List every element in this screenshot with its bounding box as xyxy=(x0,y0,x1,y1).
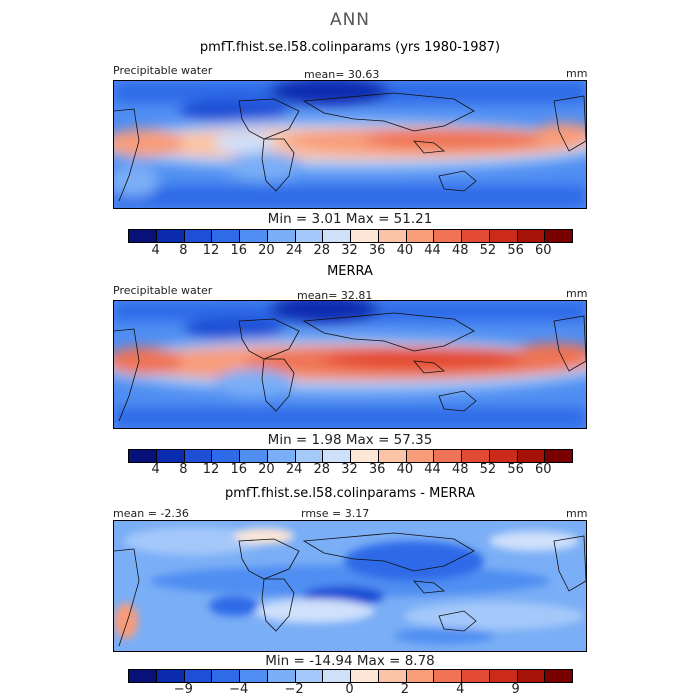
panel3-tick: −4 xyxy=(229,682,249,697)
panel2-tick: 4 xyxy=(151,462,160,477)
panel1-tick: 24 xyxy=(285,243,303,258)
panel1-tick: 56 xyxy=(507,243,524,258)
panel1-variable-label: Precipitable water xyxy=(113,64,213,77)
panel1-map-field xyxy=(114,81,586,208)
panel2-min-max: Min = 1.98 Max = 57.35 xyxy=(267,432,433,448)
panel1-tick: 4 xyxy=(151,243,160,258)
panel1-tick: 28 xyxy=(313,243,331,258)
panel1-tick: 48 xyxy=(451,243,469,258)
panel3-tick: −9 xyxy=(173,682,193,697)
panel3-coastlines xyxy=(114,532,586,647)
panel2-tick: 24 xyxy=(285,462,303,477)
panel2-coastlines xyxy=(114,312,586,422)
panel2-tick: 52 xyxy=(479,462,497,477)
panel2-tick: 28 xyxy=(313,462,331,477)
panel3-min-max: Min = -14.94 Max = 8.78 xyxy=(265,653,435,669)
panel1-colorbar xyxy=(128,229,573,243)
panel2-units-label: mm xyxy=(566,287,588,300)
panel3-units-label: mm xyxy=(566,507,588,520)
panel2-tick: 12 xyxy=(202,462,220,477)
panel1-tick: 36 xyxy=(368,243,386,258)
panel3-tick: −2 xyxy=(284,682,304,697)
panel2-tick: 20 xyxy=(258,462,275,477)
panel1-tick: 16 xyxy=(230,243,248,258)
panel1-mean-label: mean= 30.63 xyxy=(304,68,380,81)
panel2-tick: 56 xyxy=(507,462,524,477)
panel3-rmse-label: rmse = 3.17 xyxy=(301,507,370,520)
panel2-tick: 48 xyxy=(451,462,469,477)
panel2-colorbar-ticks: 4 8 12 16 20 24 28 32 36 40 44 48 52 56 … xyxy=(128,462,571,478)
panel2-map-field xyxy=(114,301,586,428)
panel2-tick: 8 xyxy=(179,462,188,477)
panel3-tick: 2 xyxy=(400,682,410,697)
panel1-tick: 8 xyxy=(179,243,188,258)
panel1-tick: 60 xyxy=(535,243,552,258)
panel1-coastlines xyxy=(114,92,586,202)
panel2-title: MERRA xyxy=(327,264,373,279)
panel1-units-label: mm xyxy=(566,67,588,80)
panel2-tick: 32 xyxy=(341,462,358,477)
panel3-mean-label: mean = -2.36 xyxy=(113,507,189,520)
panel1-colorbar-ticks: 4 8 12 16 20 24 28 32 36 40 44 48 52 56 … xyxy=(128,243,571,259)
panel3-colorbar xyxy=(128,669,573,683)
figure-suptitle: ANN xyxy=(329,10,371,30)
panel2-tick: 40 xyxy=(396,462,414,477)
panel2-tick: 44 xyxy=(424,462,441,477)
panel1-map xyxy=(113,80,587,209)
panel2-map xyxy=(113,300,587,429)
panel2-variable-label: Precipitable water xyxy=(113,284,213,297)
panel1-min-max: Min = 3.01 Max = 51.21 xyxy=(267,211,433,227)
panel3-tick: 9 xyxy=(511,682,520,697)
panel2-mean-label: mean= 32.81 xyxy=(297,289,373,302)
panel2-colorbar xyxy=(128,449,573,463)
panel1-tick: 12 xyxy=(202,243,220,258)
panel2-tick: 60 xyxy=(535,462,552,477)
panel3-tick: 4 xyxy=(456,682,465,697)
panel1-title: pmfT.fhist.se.l58.colinparams (yrs 1980-… xyxy=(199,40,501,55)
panel2-tick: 36 xyxy=(368,462,386,477)
panel3-colorbar-ticks: −9 −4 −2 0 2 4 9 xyxy=(128,682,571,698)
panel1-tick: 44 xyxy=(424,243,441,258)
panel3-map-field xyxy=(114,521,586,651)
panel1-tick: 52 xyxy=(479,243,497,258)
panel1-tick: 40 xyxy=(396,243,414,258)
panel3-title: pmfT.fhist.se.l58.colinparams - MERRA xyxy=(225,486,475,501)
panel2-tick: 16 xyxy=(230,462,248,477)
panel1-tick: 20 xyxy=(258,243,275,258)
panel3-tick: 0 xyxy=(345,682,354,697)
panel3-map xyxy=(113,520,587,652)
panel1-tick: 32 xyxy=(341,243,358,258)
